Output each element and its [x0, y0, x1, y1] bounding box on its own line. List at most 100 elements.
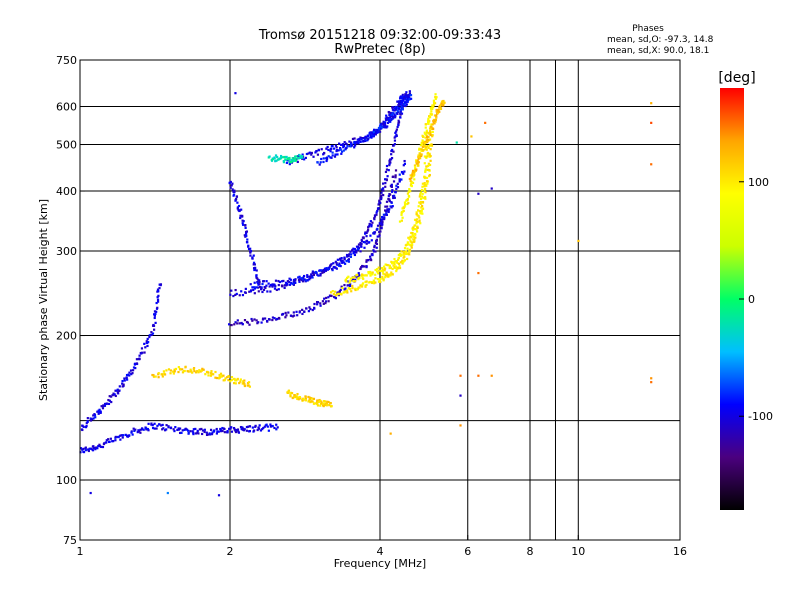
echo-point — [123, 379, 126, 382]
echo-point — [393, 143, 396, 146]
echo-point — [430, 143, 433, 146]
echo-point — [191, 371, 194, 374]
echo-point — [194, 371, 198, 374]
echo-point — [324, 301, 327, 305]
echo-point — [357, 245, 360, 248]
echo-point — [88, 447, 91, 450]
chart-title: Tromsø 20151218 09:32:00-09:33:43 — [258, 28, 501, 43]
echo-point — [374, 133, 377, 136]
echo-point — [301, 280, 305, 283]
echo-point — [108, 395, 111, 398]
echo-point — [413, 224, 417, 227]
echo-point — [274, 160, 277, 163]
echo-point — [201, 429, 205, 432]
echo-point — [382, 193, 385, 197]
echo-point — [385, 212, 388, 215]
echo-point — [439, 103, 442, 106]
echo-point — [383, 216, 386, 219]
echo-point — [271, 316, 275, 319]
echo-point — [363, 246, 366, 249]
echo-point — [420, 153, 423, 156]
echo-point — [281, 285, 284, 288]
echo-point — [421, 192, 424, 195]
echo-point — [353, 248, 357, 251]
echo-point — [172, 372, 175, 375]
echo-point — [401, 259, 404, 262]
echo-point — [387, 264, 390, 267]
echo-point — [360, 245, 363, 248]
echo-point — [301, 308, 304, 311]
echo-point — [163, 373, 167, 376]
echo-point — [346, 145, 349, 148]
echo-point — [385, 263, 389, 267]
echo-point — [387, 169, 390, 172]
echo-point — [103, 442, 106, 445]
echo-point — [358, 276, 361, 279]
echo-point — [395, 268, 398, 271]
echo-point — [407, 194, 410, 198]
echo-point — [340, 150, 344, 153]
echo-point — [251, 257, 254, 260]
echo-point — [256, 278, 260, 281]
echo-point — [256, 428, 259, 432]
echo-point — [246, 238, 249, 241]
echo-point — [260, 321, 263, 324]
echo-point — [423, 131, 426, 134]
echo-point — [108, 440, 111, 443]
echo-point — [349, 279, 352, 283]
colorbar-tick-label: 0 — [748, 293, 755, 306]
echo-point — [421, 207, 425, 210]
echo-point — [402, 206, 405, 209]
echo-point — [375, 246, 378, 249]
echo-point — [419, 193, 422, 196]
colorbar-label: [deg] — [718, 70, 755, 86]
echo-point — [322, 157, 325, 160]
echo-point — [403, 101, 407, 104]
echo-point — [385, 168, 389, 171]
echo-point — [323, 267, 327, 270]
echo-point — [301, 154, 304, 158]
echo-point — [425, 165, 428, 168]
echo-point — [217, 494, 221, 497]
echo-point — [242, 380, 245, 383]
echo-point — [325, 158, 329, 161]
echo-point — [105, 402, 108, 406]
echo-point — [411, 228, 415, 231]
echo-point — [307, 400, 310, 403]
echo-point — [425, 129, 428, 132]
echo-point — [285, 282, 289, 285]
echo-point — [398, 180, 401, 183]
echo-point — [92, 414, 95, 417]
echo-point — [220, 374, 224, 377]
echo-point — [255, 269, 258, 272]
echo-point — [389, 115, 392, 118]
echo-point — [211, 431, 214, 434]
echo-point — [426, 182, 429, 185]
echo-point — [397, 267, 400, 270]
echo-point — [410, 236, 413, 239]
echo-point — [155, 310, 158, 313]
echo-point — [335, 262, 338, 265]
echo-point — [418, 219, 421, 222]
echo-point — [230, 426, 233, 429]
echo-point — [167, 425, 170, 428]
echo-point — [294, 396, 297, 399]
echo-point — [169, 369, 172, 372]
echo-point — [429, 131, 433, 134]
echo-point — [191, 430, 194, 433]
echo-point — [415, 219, 418, 222]
echo-point — [378, 233, 381, 236]
echo-point — [126, 378, 129, 381]
echo-point — [375, 270, 379, 273]
echo-point — [301, 157, 304, 160]
echo-point — [119, 438, 122, 441]
echo-point — [347, 260, 351, 263]
echo-point — [299, 397, 302, 400]
echo-point — [334, 144, 338, 147]
echo-point — [335, 267, 338, 270]
echo-point — [244, 232, 248, 235]
echo-point — [420, 206, 423, 209]
echo-point — [378, 235, 381, 238]
echo-point — [424, 197, 427, 200]
echo-point — [348, 281, 351, 284]
